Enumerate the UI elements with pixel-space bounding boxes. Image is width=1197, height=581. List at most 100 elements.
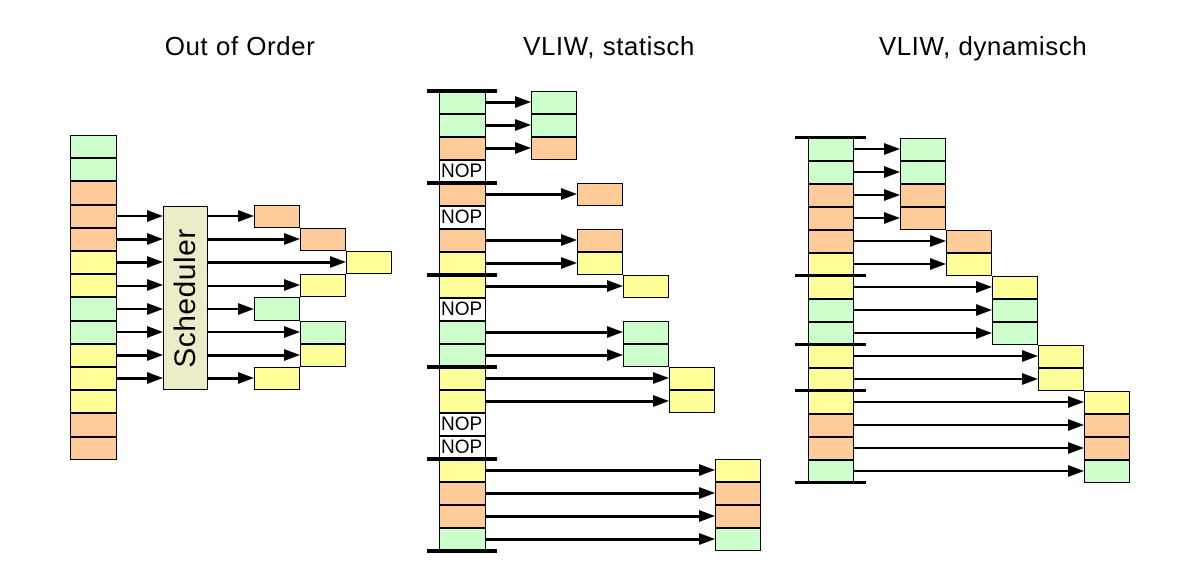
issued-cell [715, 505, 761, 528]
issue-arrow [208, 284, 287, 288]
instruction-cell [439, 459, 486, 482]
scheduler-label: Scheduler [168, 228, 202, 368]
issue-arrow-head [699, 533, 715, 545]
issue-arrow-head [653, 372, 669, 384]
issued-cell [531, 114, 577, 137]
issue-arrow [854, 193, 887, 197]
issued-cell [946, 252, 992, 276]
issue-arrow-head [976, 280, 992, 293]
issue-arrow [486, 469, 702, 472]
issue-arrow-head [653, 395, 669, 407]
instruction-cell [808, 160, 854, 184]
issue-arrow [486, 331, 610, 334]
instruction-cell [70, 251, 117, 275]
issue-arrow [854, 446, 1071, 450]
issued-cell [531, 91, 577, 114]
issue-arrow [486, 492, 702, 495]
instruction-cell [808, 367, 854, 391]
nop-cell: NOP [439, 436, 486, 459]
dispatch-arrow-head [147, 279, 163, 292]
instruction-cell [70, 274, 117, 298]
issue-arrow-head [238, 372, 254, 385]
dispatch-arrow [117, 284, 150, 288]
instruction-cell [439, 114, 486, 137]
issue-arrow-head [515, 119, 531, 131]
instruction-cell [70, 297, 117, 321]
bundle-separator [427, 549, 497, 553]
instruction-cell [808, 459, 854, 483]
instruction-cell [808, 390, 854, 414]
bundle-separator [427, 273, 497, 277]
issue-arrow [854, 354, 1025, 358]
issued-cell [623, 275, 669, 298]
issued-cell [300, 320, 346, 344]
issue-arrow-head [1022, 372, 1038, 385]
issued-cell [577, 229, 623, 252]
issue-arrow-head [607, 280, 623, 292]
issue-arrow [486, 400, 656, 403]
dispatch-arrow [117, 307, 150, 311]
issue-arrow [486, 285, 610, 288]
issued-cell [346, 251, 392, 275]
issue-arrow-head [884, 188, 900, 201]
issued-cell [1084, 436, 1130, 460]
instruction-cell [439, 91, 486, 114]
scheduler-box: Scheduler [163, 206, 208, 390]
bundle-separator [427, 181, 497, 185]
nop-cell: NOP [439, 298, 486, 321]
issue-arrow-head [699, 510, 715, 522]
instruction-cell [70, 436, 117, 460]
issue-arrow-head [284, 348, 300, 361]
issued-cell [992, 275, 1038, 299]
dispatch-arrow-head [147, 302, 163, 315]
instruction-cell [70, 227, 117, 251]
nop-cell: NOP [439, 206, 486, 229]
issue-arrow [854, 239, 933, 243]
dispatch-arrow [117, 377, 150, 380]
issue-arrow-head [930, 257, 946, 270]
instruction-cell [808, 275, 854, 299]
issued-cell [900, 137, 946, 161]
issued-cell [669, 390, 715, 413]
issue-arrow-head [976, 326, 992, 339]
issue-arrow-head [884, 142, 900, 155]
instruction-cell [439, 229, 486, 252]
issue-arrow [486, 354, 610, 357]
instruction-cell [808, 413, 854, 437]
instruction-cell [808, 206, 854, 230]
issue-arrow [486, 101, 518, 104]
issued-cell [300, 274, 346, 298]
issued-cell [1084, 413, 1130, 437]
nop-cell: NOP [439, 413, 486, 436]
instruction-cell [70, 367, 117, 391]
issued-cell [900, 206, 946, 230]
issue-arrow [208, 354, 287, 357]
issued-cell [531, 137, 577, 160]
instruction-cell [808, 321, 854, 345]
issued-cell [946, 229, 992, 253]
issue-arrow-head [884, 165, 900, 178]
issued-cell [254, 204, 300, 228]
instruction-cell [439, 183, 486, 206]
instruction-cell [70, 320, 117, 344]
issued-cell [623, 321, 669, 344]
vliw-static-title: VLIW, statisch [523, 31, 695, 61]
instruction-cell [808, 229, 854, 253]
issued-cell [1038, 367, 1084, 391]
bundle-separator [795, 273, 866, 278]
instruction-cell [70, 390, 117, 414]
issue-arrow [854, 170, 887, 174]
instruction-cell [808, 137, 854, 161]
issue-arrow [208, 261, 333, 264]
issue-arrow-head [1068, 418, 1084, 431]
issue-arrow [486, 239, 564, 242]
instruction-cell [439, 482, 486, 505]
dispatch-arrow-head [147, 325, 163, 338]
issued-cell [715, 482, 761, 505]
issue-arrow-head [1068, 441, 1084, 454]
issued-cell [623, 344, 669, 367]
issue-arrow-head [330, 256, 346, 269]
instruction-cell [439, 367, 486, 390]
bundle-separator [795, 135, 866, 140]
